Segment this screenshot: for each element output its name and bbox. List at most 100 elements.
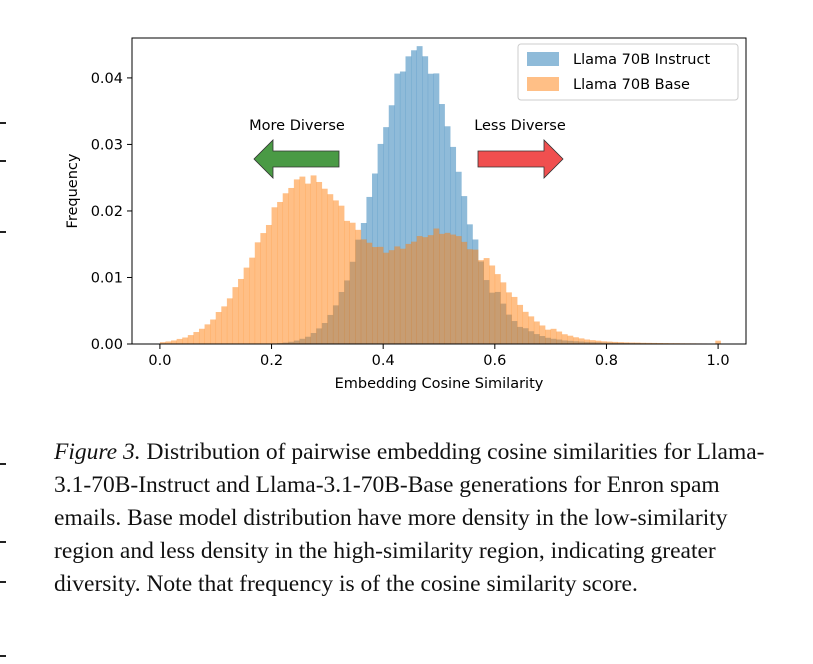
base-bar [572,337,579,344]
base-bar [517,304,524,344]
base-bar [305,183,311,344]
legend-label-instruct: Llama 70B Instruct [573,52,710,68]
legend-swatch-instruct [527,52,559,66]
base-bar [215,312,222,344]
base-bar [567,335,574,344]
right-arrow-icon [477,139,564,179]
margin-mark [0,541,6,543]
margin-mark [0,581,6,583]
base-bar [232,287,239,344]
base-bar [715,340,721,344]
base-bar [444,232,451,344]
base-bar [321,188,328,344]
instruct-bar [433,73,440,345]
margin-mark [0,231,6,233]
base-bar [327,194,334,344]
base-bar [589,340,596,344]
instruct-bar [427,73,434,345]
legend: Llama 70B Instruct Llama 70B Base [517,43,739,101]
base-bar [416,236,423,344]
legend-swatch-base [527,77,559,91]
base-bar [494,274,501,344]
base-bar [221,306,228,344]
y-tick-label: 0.04 [91,71,123,87]
base-bar [383,252,390,344]
base-bar [254,242,261,344]
x-axis-ticks: 0.0 0.2 0.4 0.6 0.8 1.0 [148,344,730,369]
base-bar [265,224,272,344]
base-bars [159,175,721,344]
base-bar [159,342,166,344]
base-bar [310,175,317,344]
base-bar [612,341,618,344]
margin-mark [0,160,6,162]
base-bar [210,319,217,344]
base-bar [528,316,535,344]
base-bar [349,222,356,344]
instruct-bar [377,143,384,344]
base-bar [182,337,189,344]
base-bar [634,342,641,344]
base-bar [249,257,256,344]
x-tick-label: 1.0 [707,353,730,369]
base-bar [282,193,289,344]
base-bar [595,340,602,344]
base-bar [316,181,323,344]
instruct-bar [399,71,406,344]
base-bar [165,341,172,344]
base-bar [623,342,630,344]
base-bar [556,331,563,344]
base-bar [193,332,200,344]
instruct-bar [394,73,401,344]
base-bar [260,233,267,344]
base-bar [628,342,635,344]
margin-mark [0,122,6,124]
base-bar [600,341,607,344]
x-tick-label: 0.8 [595,353,618,369]
base-bar [243,267,250,344]
base-bar [584,339,591,344]
base-bar [372,247,378,344]
y-axis-label: Frequency [65,153,81,228]
base-bar [198,328,205,344]
annotation-more-diverse: More Diverse [249,118,345,134]
base-bar [226,298,233,344]
base-bar [405,243,412,344]
base-bar [505,292,512,344]
legend-label-base: Llama 70B Base [573,77,690,93]
instruct-bar [416,46,423,345]
x-tick-label: 0.0 [148,353,171,369]
instruct-bar [439,104,445,344]
base-bar [550,328,557,344]
base-bar [238,278,244,344]
base-bar [338,205,345,344]
base-bar [355,229,362,344]
base-bar [561,334,568,344]
y-tick-label: 0.02 [91,204,123,220]
base-bar [394,246,401,344]
left-arrow-icon [253,139,340,179]
base-bar [439,233,445,344]
base-bar [299,176,306,344]
margin-mark [0,463,6,465]
base-bar [578,338,585,344]
base-bar [483,258,490,344]
base-bar [478,260,484,344]
base-bar [422,237,429,344]
base-bar [360,239,367,344]
x-axis-label: Embedding Cosine Similarity [335,376,544,392]
base-bar [433,228,440,344]
instruct-bar [383,127,390,344]
instruct-bar [388,105,395,345]
base-bar [522,311,529,344]
base-bar [461,241,468,344]
margin-mark [0,655,6,657]
x-tick-label: 0.4 [372,353,395,369]
base-bar [472,249,479,344]
base-bar [176,338,183,344]
base-bar [651,342,657,344]
base-bar [533,321,540,344]
base-bar [639,342,646,344]
y-tick-label: 0.03 [91,137,123,153]
base-bar [455,236,462,344]
